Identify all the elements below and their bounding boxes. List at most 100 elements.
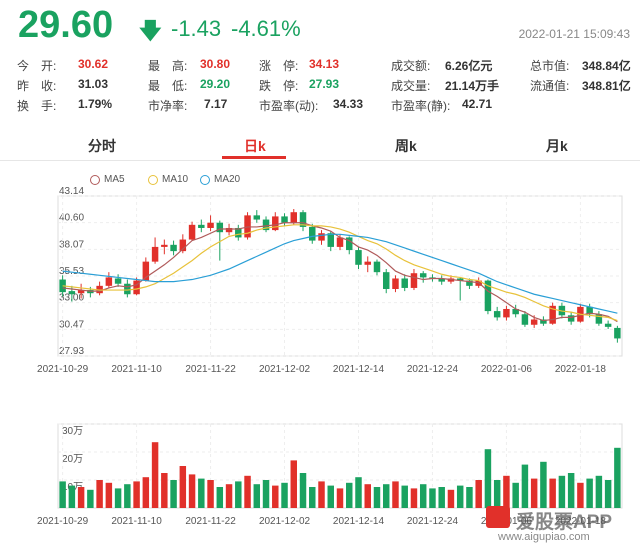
volume-bar[interactable]	[614, 447, 621, 508]
candle[interactable]	[410, 269, 418, 291]
volume-bar[interactable]	[447, 489, 455, 508]
volume-bar[interactable]	[161, 473, 168, 508]
volume-bar[interactable]	[59, 481, 66, 508]
candle[interactable]	[188, 221, 196, 241]
candlestick-chart[interactable]: 43.1440.6038.0735.5333.0030.4727.932021-…	[0, 186, 640, 386]
volume-bar[interactable]	[151, 442, 159, 508]
volume-bar[interactable]	[105, 482, 113, 508]
volume-bar[interactable]	[77, 487, 85, 508]
candle[interactable]	[336, 234, 344, 251]
volume-bar[interactable]	[225, 484, 233, 508]
volume-bar[interactable]	[133, 481, 140, 508]
legend-ma5[interactable]: MA5	[90, 174, 125, 185]
volume-bar[interactable]	[438, 487, 445, 508]
legend-ma10[interactable]: MA10	[148, 174, 188, 185]
candle[interactable]	[105, 272, 113, 288]
volume-bar[interactable]	[87, 489, 94, 508]
candle[interactable]	[235, 224, 242, 241]
candle[interactable]	[401, 274, 408, 292]
tab-weekly-k[interactable]: 周k	[395, 138, 417, 154]
candle[interactable]	[161, 239, 168, 255]
candle[interactable]	[318, 230, 325, 245]
volume-bar[interactable]	[419, 484, 427, 508]
volume-bar[interactable]	[327, 485, 334, 508]
candle[interactable]	[309, 223, 316, 244]
volume-bar[interactable]	[299, 473, 307, 508]
volume-bar[interactable]	[216, 487, 224, 508]
candle[interactable]	[133, 277, 140, 296]
candle[interactable]	[419, 271, 427, 283]
volume-bar[interactable]	[272, 485, 279, 508]
candle[interactable]	[595, 311, 603, 326]
volume-bar[interactable]	[142, 477, 150, 508]
candle[interactable]	[604, 320, 612, 329]
tab-monthly-k[interactable]: 月k	[546, 138, 568, 154]
candle[interactable]	[216, 220, 224, 261]
volume-bar[interactable]	[244, 475, 251, 508]
volume-bar[interactable]	[253, 484, 261, 508]
volume-bar[interactable]	[429, 488, 436, 508]
candle[interactable]	[456, 277, 464, 301]
volume-bar[interactable]	[262, 480, 270, 508]
candle[interactable]	[503, 305, 510, 321]
volume-bar[interactable]	[346, 482, 353, 508]
candle[interactable]	[392, 275, 399, 293]
volume-bar[interactable]	[281, 482, 288, 508]
candle[interactable]	[567, 312, 575, 325]
volume-bar[interactable]	[188, 474, 196, 508]
volume-bar[interactable]	[68, 485, 76, 508]
volume-bar[interactable]	[466, 487, 473, 508]
candle[interactable]	[272, 212, 279, 232]
volume-bar[interactable]	[382, 484, 390, 508]
candle[interactable]	[179, 234, 187, 254]
volume-bar[interactable]	[456, 485, 464, 508]
candle[interactable]	[364, 256, 371, 273]
candle[interactable]	[355, 246, 362, 270]
volume-bar[interactable]	[392, 481, 399, 508]
volume-bar[interactable]	[336, 488, 344, 508]
volume-bar[interactable]	[530, 478, 538, 508]
volume-bar[interactable]	[355, 477, 362, 508]
candle[interactable]	[170, 240, 177, 256]
volume-bar[interactable]	[521, 464, 529, 508]
volume-bar[interactable]	[198, 478, 205, 508]
volume-bar[interactable]	[309, 487, 316, 508]
volume-bar[interactable]	[318, 481, 325, 508]
candle[interactable]	[151, 237, 159, 264]
candle[interactable]	[493, 306, 501, 321]
candle[interactable]	[299, 210, 307, 232]
volume-bar[interactable]	[512, 482, 519, 508]
volume-bar[interactable]	[577, 482, 584, 508]
volume-bar[interactable]	[96, 480, 103, 508]
candle[interactable]	[77, 283, 85, 299]
candle[interactable]	[549, 302, 556, 325]
volume-bar[interactable]	[364, 484, 371, 508]
volume-bar[interactable]	[595, 475, 603, 508]
volume-bar[interactable]	[179, 466, 187, 508]
volume-bar[interactable]	[586, 478, 593, 508]
volume-bar[interactable]	[290, 460, 298, 508]
candle[interactable]	[438, 275, 445, 285]
legend-ma20[interactable]: MA20	[200, 174, 240, 185]
candle[interactable]	[466, 278, 473, 289]
candle[interactable]	[382, 269, 390, 294]
volume-bar[interactable]	[207, 480, 214, 508]
candle[interactable]	[373, 259, 381, 276]
candle[interactable]	[512, 304, 519, 318]
candle[interactable]	[614, 325, 621, 343]
volume-bar[interactable]	[493, 480, 501, 508]
candle[interactable]	[281, 213, 288, 226]
volume-bar[interactable]	[484, 449, 492, 508]
volume-bar[interactable]	[549, 478, 556, 508]
candle[interactable]	[244, 212, 251, 240]
volume-bar[interactable]	[170, 480, 177, 508]
candle[interactable]	[253, 210, 261, 223]
volume-bar[interactable]	[410, 488, 418, 508]
volume-bar[interactable]	[604, 480, 612, 508]
candle[interactable]	[198, 219, 205, 233]
candle[interactable]	[124, 279, 131, 298]
volume-bar[interactable]	[401, 485, 408, 508]
candle[interactable]	[114, 274, 122, 287]
volume-bar[interactable]	[373, 487, 381, 508]
volume-bar[interactable]	[503, 475, 510, 508]
